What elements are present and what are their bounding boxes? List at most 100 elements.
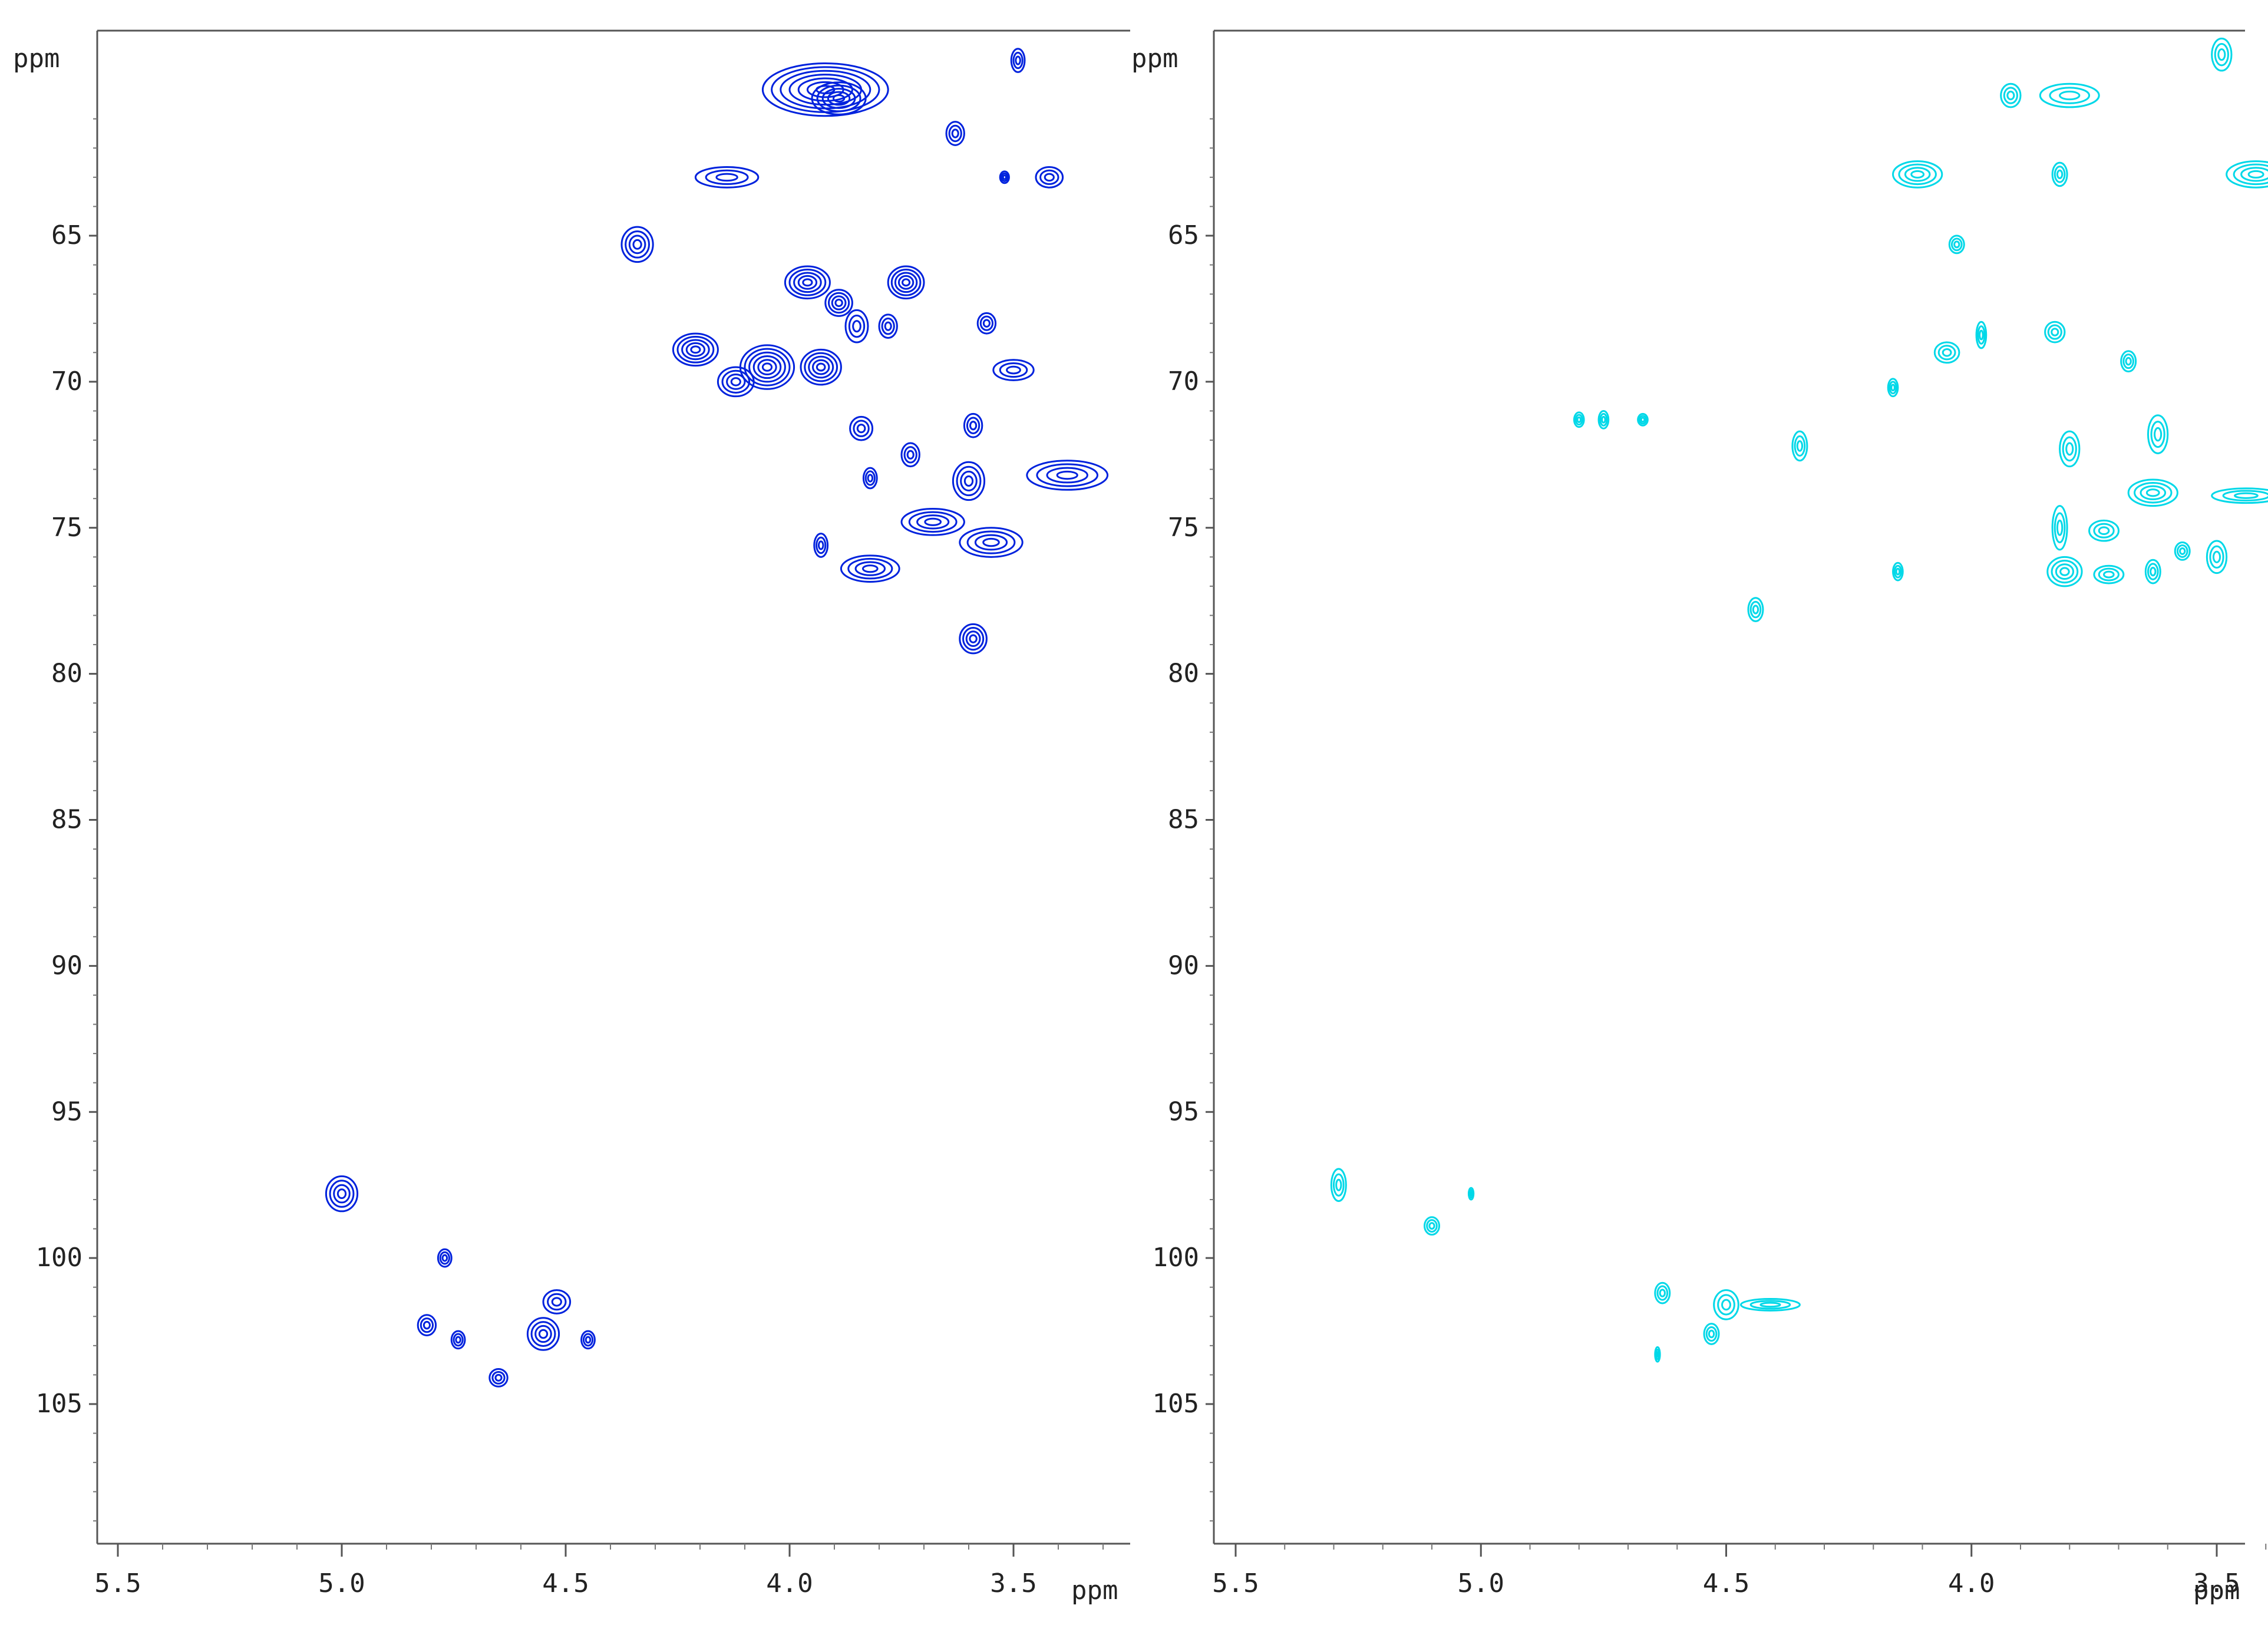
- contour-level: [1640, 417, 1646, 423]
- contour-level: [2054, 166, 2066, 183]
- contour-level: [625, 230, 651, 259]
- contour-level: [632, 239, 642, 250]
- y-unit-label: ppm: [13, 44, 60, 74]
- contour-level: [864, 470, 876, 486]
- contour-level: [620, 226, 654, 263]
- contour-level: [2179, 547, 2186, 555]
- contour-level: [2051, 505, 2068, 551]
- contour-level: [853, 420, 870, 437]
- contour-peak: [1948, 234, 1965, 255]
- contour-level: [959, 527, 1024, 558]
- contour-level: [2212, 550, 2221, 563]
- contour-level: [2093, 523, 2115, 539]
- contour-level: [705, 169, 749, 185]
- contour-level: [676, 336, 715, 364]
- contour-level: [422, 1320, 431, 1330]
- contour-level: [831, 295, 847, 311]
- contour-peak: [963, 412, 983, 438]
- contour-level: [1601, 415, 1606, 424]
- y-tick-label: 100: [36, 1243, 82, 1273]
- x-tick-label: 3.5: [2193, 1568, 2240, 1598]
- contour-level: [894, 272, 918, 293]
- contour-peak: [1035, 166, 1064, 189]
- contour-level: [804, 352, 838, 382]
- contour-peak: [1637, 412, 1649, 427]
- contour-level: [1713, 1289, 1739, 1320]
- contour-peak: [2093, 564, 2125, 584]
- contour-peak: [811, 81, 867, 115]
- contour-level: [902, 278, 911, 287]
- contour-level: [2145, 488, 2160, 497]
- contour-level: [2044, 321, 2066, 344]
- contour-level: [1006, 365, 1021, 375]
- contour-level: [962, 627, 985, 651]
- contour-level: [417, 1314, 437, 1336]
- contour-level: [2088, 519, 2120, 542]
- contour-level: [812, 359, 830, 375]
- contour-level: [890, 269, 922, 296]
- contour-peak: [887, 265, 925, 300]
- contour-level: [1656, 1285, 1669, 1301]
- contour-level: [800, 348, 842, 386]
- x-tick-label: 4.5: [542, 1568, 589, 1598]
- contour-level: [878, 313, 898, 339]
- contour-peak: [2059, 430, 2081, 468]
- contour-level: [811, 81, 867, 115]
- contour-level: [1979, 329, 1984, 341]
- contour-level: [1010, 48, 1026, 73]
- contour-peak: [2051, 505, 2068, 551]
- x-axis-ticks: 5.5 5.0 4.5 4.0 3.5: [1212, 1544, 2267, 1598]
- contour-level: [585, 1336, 592, 1344]
- y-tick-label: 95: [1168, 1096, 1199, 1127]
- contour-level: [982, 319, 991, 328]
- contour-peak: [1975, 321, 1988, 349]
- contour-level: [1705, 1326, 1718, 1342]
- contour-level: [2056, 169, 2064, 180]
- contour-level: [681, 339, 710, 361]
- y-axis-ticks: 65 70 75 80 85 90 95 100 105: [36, 118, 97, 1522]
- contour-level: [1942, 348, 1952, 357]
- contour-level: [867, 474, 874, 483]
- contour-peak: [1654, 1281, 1671, 1304]
- contour-level: [530, 1321, 556, 1347]
- contour-level: [1044, 173, 1055, 182]
- contour-peak: [849, 415, 874, 441]
- contour-level: [1893, 564, 1902, 579]
- contour-level: [2098, 567, 2120, 582]
- x-tick-label: 5.5: [1212, 1568, 1259, 1598]
- contour-peak: [1330, 1168, 1347, 1202]
- contour-level: [2059, 430, 2081, 468]
- contour-level: [808, 355, 834, 379]
- contour-level: [959, 623, 988, 655]
- contour-peak: [1892, 160, 1943, 189]
- contour-peak: [976, 312, 997, 335]
- contour-level: [439, 1251, 450, 1265]
- contour-level: [969, 421, 978, 431]
- contour-level: [1469, 1191, 1473, 1197]
- contour-level: [2127, 478, 2178, 507]
- contour-peak: [1424, 1216, 1440, 1236]
- contour-level: [1333, 1173, 1345, 1197]
- contour-level: [2226, 160, 2268, 189]
- y-tick-label: 100: [1153, 1243, 1199, 1273]
- contour-level: [2120, 350, 2137, 373]
- contour-level: [1933, 341, 1960, 364]
- contour-level: [1654, 1281, 1671, 1304]
- contour-level: [534, 1325, 552, 1343]
- contour-level: [1655, 1351, 1659, 1358]
- contour-level: [827, 91, 851, 106]
- contour-peak: [325, 1175, 359, 1213]
- y-tick-label: 70: [51, 366, 82, 397]
- contour-level: [2211, 487, 2268, 504]
- spectrum-panel-right: ppm ppm 65 70 75 80 85 90 95 100 105 5.5 5.0 4.5 4.…: [1131, 29, 2268, 1606]
- contour-level: [2006, 90, 2015, 101]
- contour-level: [1890, 384, 1896, 392]
- contour-level: [979, 315, 994, 331]
- contour-level: [2222, 490, 2268, 501]
- x-unit-label: ppm: [2193, 1576, 2240, 1606]
- contour-level: [2233, 163, 2268, 186]
- x-unit-label: ppm: [1071, 1576, 1118, 1606]
- contour-peak: [1026, 460, 1109, 491]
- contour-peak: [2211, 37, 2233, 72]
- y-tick-label: 85: [1168, 805, 1199, 835]
